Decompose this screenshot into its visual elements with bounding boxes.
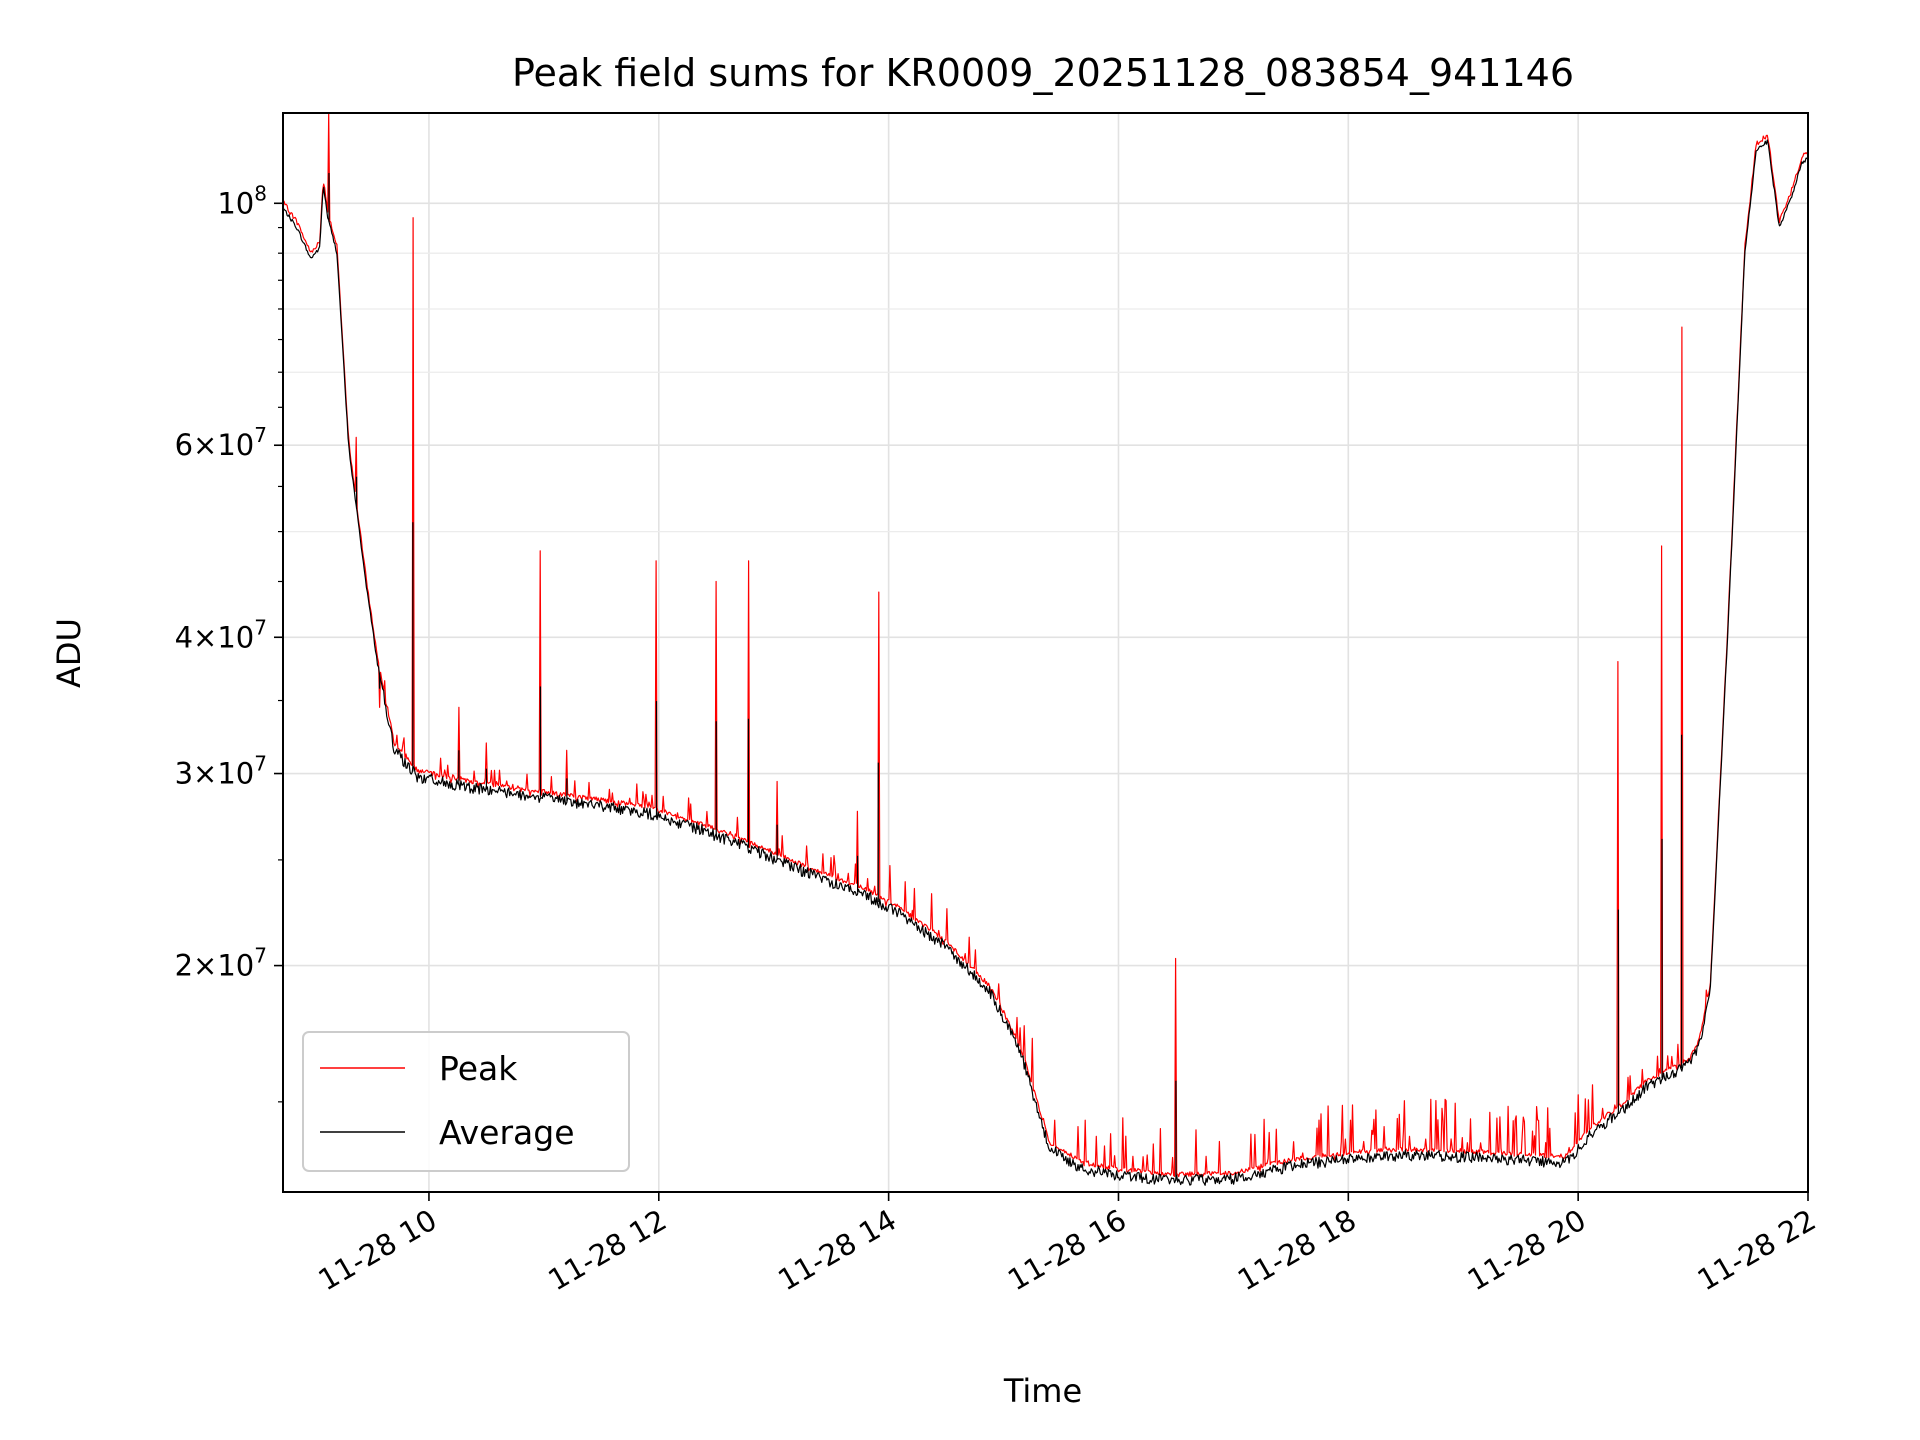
x-tick-label: 11-28 22 xyxy=(1692,1203,1822,1298)
legend-label-peak: Peak xyxy=(439,1049,518,1088)
x-tick-label: 11-28 20 xyxy=(1462,1203,1592,1298)
x-tick-label: 11-28 18 xyxy=(1232,1203,1362,1298)
y-tick-label: 4×107 xyxy=(175,615,267,654)
legend: Peak Average xyxy=(302,1031,630,1172)
plot-frame xyxy=(282,112,1809,1193)
y-axis-title: ADU xyxy=(50,618,88,688)
legend-box xyxy=(302,1031,630,1172)
x-tick-label: 11-28 10 xyxy=(313,1203,443,1298)
grid-lines xyxy=(283,113,1808,1192)
x-tick-label: 11-28 16 xyxy=(1002,1203,1132,1298)
y-tick-label: 108 xyxy=(217,181,267,220)
x-axis: 11-28 10 11-28 12 11-28 14 11-28 16 11-28 18… xyxy=(313,1192,1822,1297)
chart-title: Peak field sums for KR0009_20251128_0838… xyxy=(512,51,1574,95)
x-tick-label: 11-28 14 xyxy=(772,1203,902,1298)
y-tick-label: 2×107 xyxy=(175,944,267,983)
y-axis: 108 6×107 4×107 3×107 2×107 xyxy=(175,181,283,1103)
y-tick-label: 3×107 xyxy=(175,752,267,791)
x-tick-label: 11-28 12 xyxy=(542,1203,672,1298)
y-tick-label: 6×107 xyxy=(175,423,267,462)
series-line-average xyxy=(282,139,1809,1186)
series-line-peak xyxy=(282,112,1809,1178)
series-layer xyxy=(282,112,1809,1186)
x-axis-title: Time xyxy=(1003,1372,1082,1410)
legend-label-average: Average xyxy=(439,1113,575,1152)
